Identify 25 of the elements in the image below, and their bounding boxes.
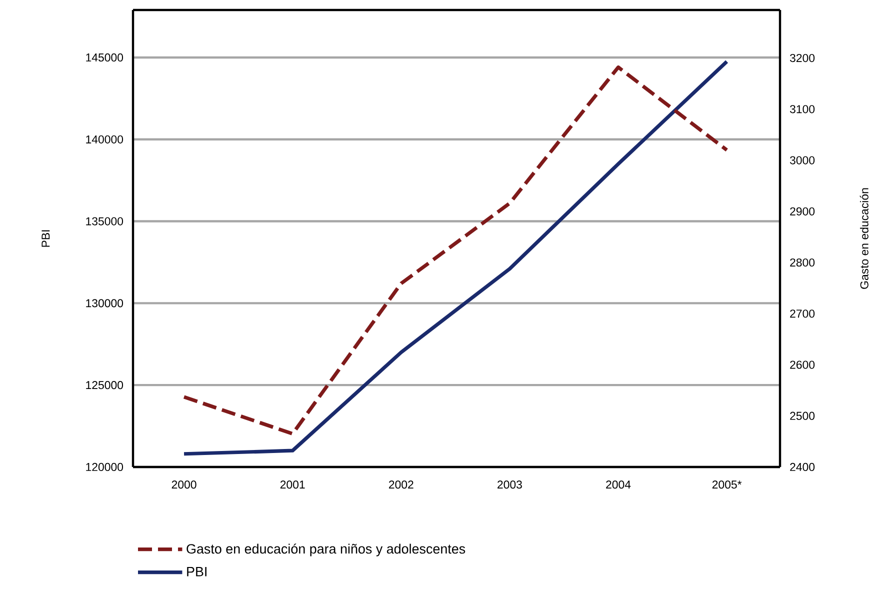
x-tick-label: 2003 [498, 480, 522, 489]
x-tick-label: 2001 [280, 480, 305, 489]
y-tick-label: 120000 [86, 462, 124, 472]
y2-tick-label: 2600 [790, 360, 815, 369]
y2-tick-label: 2700 [790, 310, 815, 318]
y-tick-label: 130000 [86, 299, 124, 308]
y2-axis-title: Gasto en educación [860, 188, 868, 289]
y2-tick-label: 3000 [790, 156, 815, 164]
y2-tick-label: 3100 [790, 105, 815, 114]
y-tick-label: 125000 [86, 381, 124, 390]
legend-label: Gasto en educación para niños y adolescentes [186, 544, 466, 556]
y2-tick-label: 2400 [790, 462, 815, 472]
y2-tick-label: 2800 [790, 258, 815, 267]
legend-label: PBI [187, 566, 206, 576]
x-tick-label: 2005* [712, 480, 742, 489]
x-tick-label: 2002 [388, 480, 414, 489]
y2-tick-label: 2900 [790, 207, 815, 216]
y-tick-label: 145000 [86, 53, 124, 62]
x-tick-label: 2004 [606, 480, 631, 489]
y-tick-label: 140000 [86, 135, 124, 144]
y-axis-title: PBI [42, 230, 50, 247]
y2-tick-label: 2500 [790, 412, 815, 420]
x-tick-label: 2000 [172, 480, 196, 489]
y-tick-label: 135000 [86, 217, 124, 226]
y2-tick-label: 3200 [790, 54, 815, 62]
